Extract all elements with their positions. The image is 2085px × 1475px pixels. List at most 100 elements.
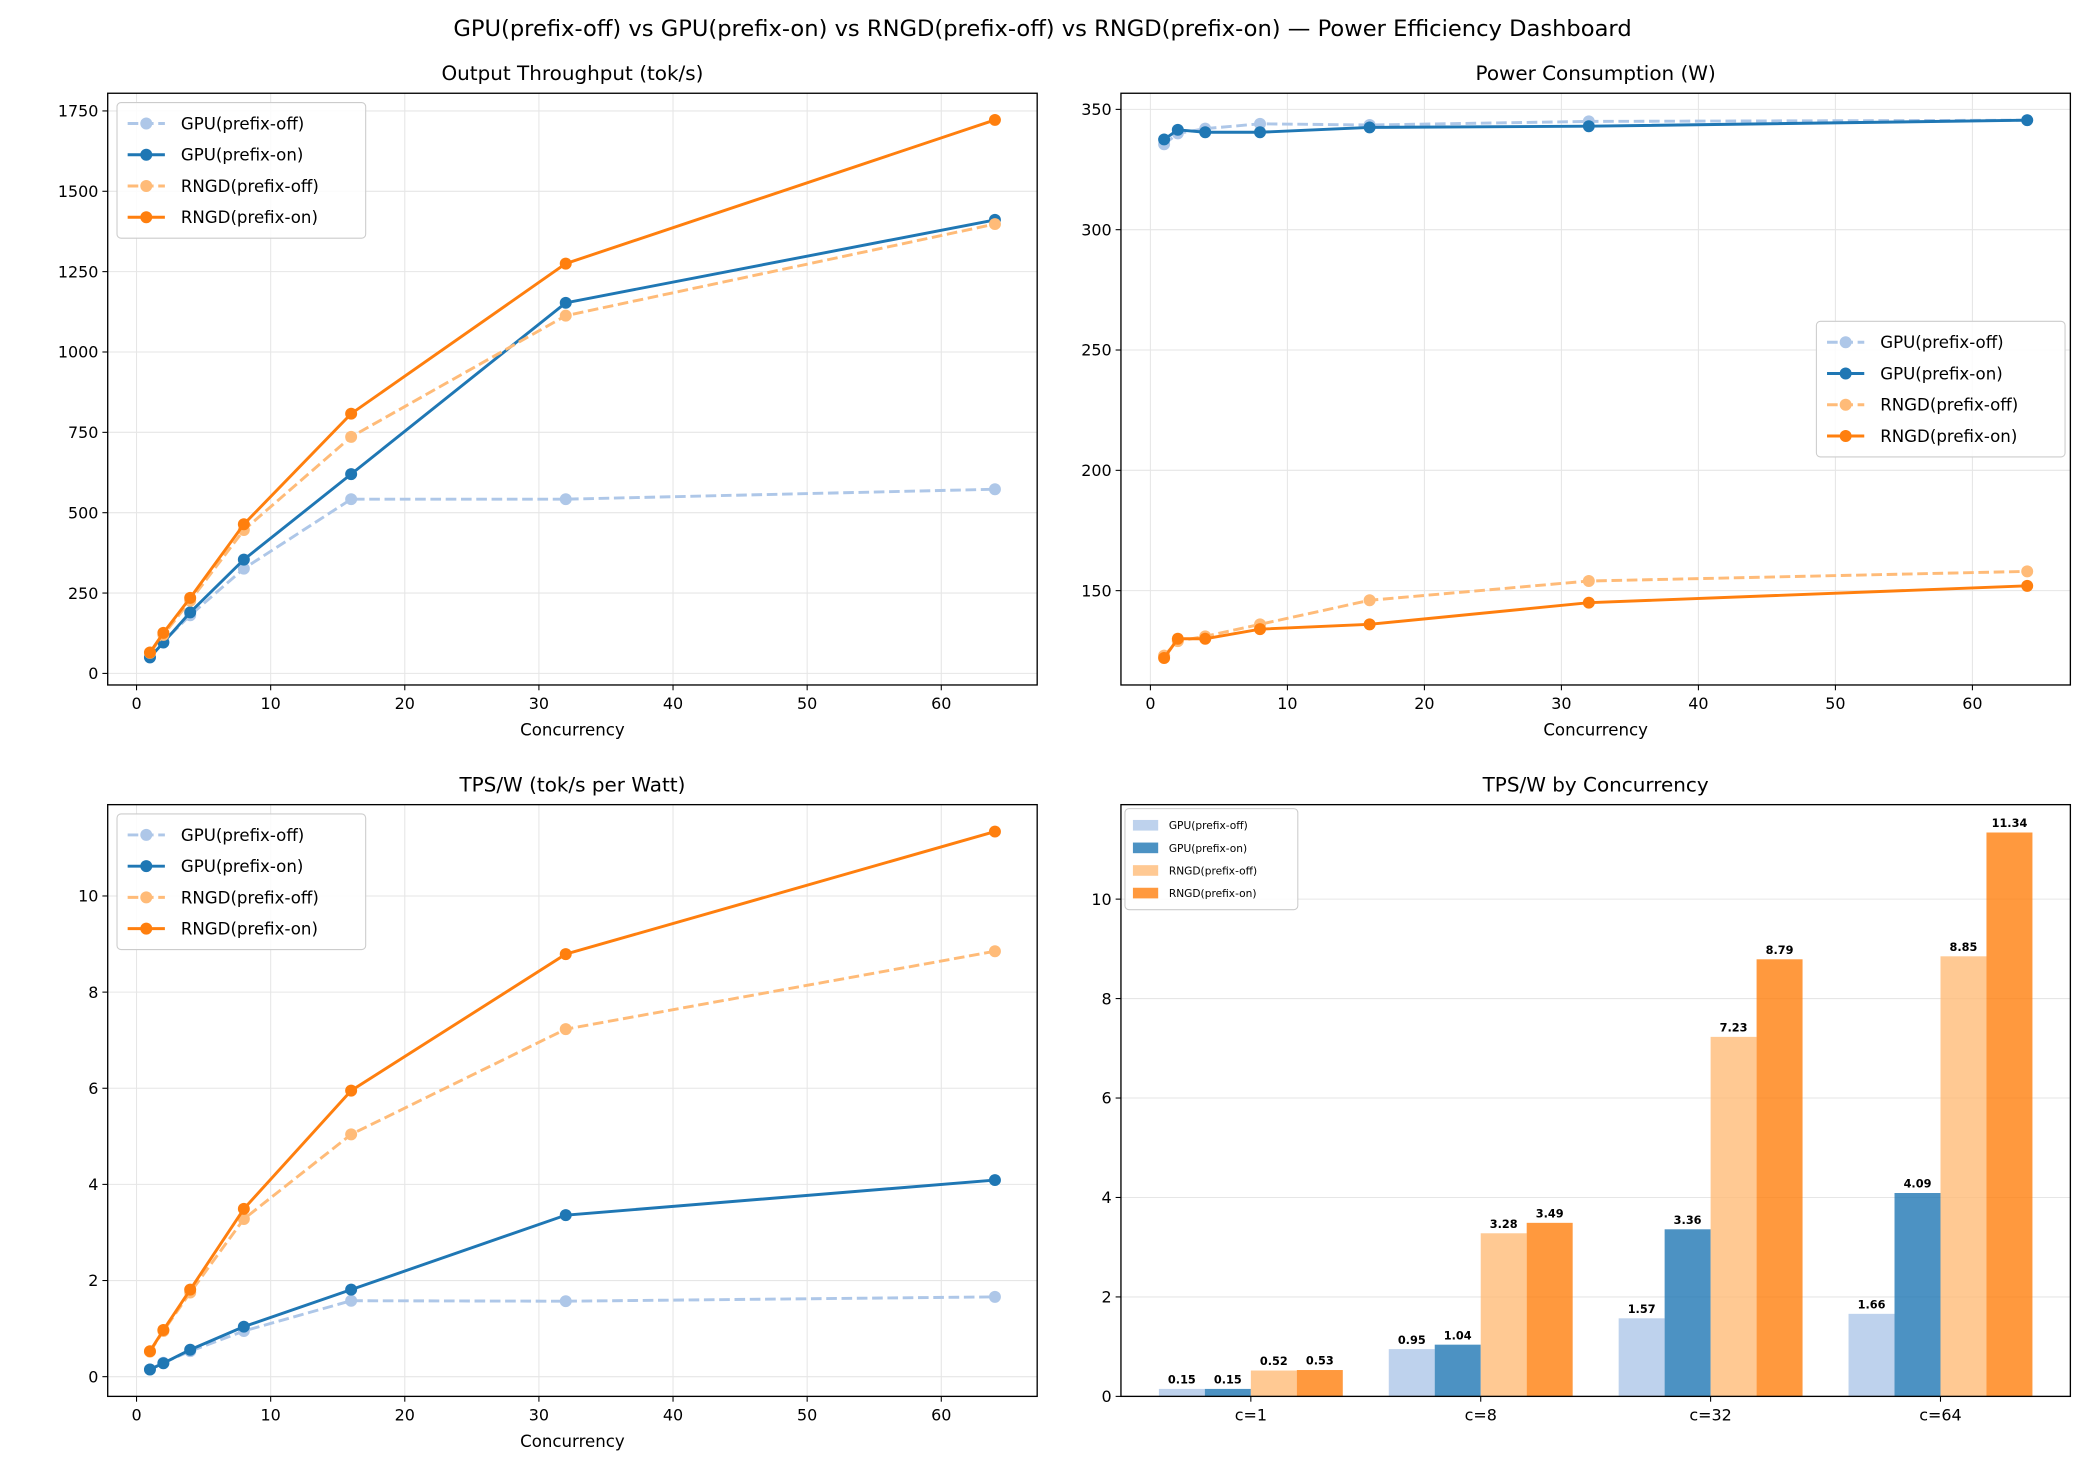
point-gpu-prefix-on <box>1199 126 1212 139</box>
legend-box <box>1815 320 2066 458</box>
bar-value-label: 1.66 <box>1858 1299 1886 1312</box>
point-rngd-prefix-off <box>988 218 1001 231</box>
bar-value-label: 1.04 <box>1444 1329 1472 1342</box>
axes-frame <box>1120 803 2072 1398</box>
bar-gpu-prefix-on-c-8 <box>1434 1344 1481 1397</box>
legend-label: GPU(prefix-on) <box>181 146 304 165</box>
y-tick-label: 6 <box>1102 1089 1112 1108</box>
x-tick-label: 10 <box>261 1405 281 1424</box>
axes-frame <box>107 803 1038 1398</box>
legend-marker <box>1839 430 1852 442</box>
point-rngd-prefix-on <box>143 1345 156 1358</box>
bar-gpu-prefix-on-c-64 <box>1894 1193 1941 1397</box>
legend-label: GPU(prefix-off) <box>1880 333 2003 352</box>
point-gpu-prefix-on <box>345 468 358 481</box>
bar-rngd-prefix-off-c-64 <box>1940 956 1987 1397</box>
y-tick-label: 250 <box>68 584 98 603</box>
bar-value-label: 4.09 <box>1904 1178 1932 1191</box>
legend: GPU(prefix-off) GPU(prefix-on) RNGD(prefix… <box>116 102 367 239</box>
point-rngd-prefix-on <box>143 646 156 659</box>
bar-rngd-prefix-off-c-32 <box>1710 1036 1757 1397</box>
point-gpu-prefix-on <box>237 1320 250 1333</box>
bar-gpu-prefix-off-c-8 <box>1388 1349 1435 1397</box>
point-gpu-prefix-off <box>559 493 572 506</box>
y-tick-label: 4 <box>1102 1188 1112 1207</box>
y-tick-label: 4 <box>88 1175 98 1194</box>
point-gpu-prefix-on <box>1158 133 1171 146</box>
y-tick-label: 300 <box>1081 220 1111 239</box>
legend-swatch <box>1132 842 1159 854</box>
bar-value-label: 3.28 <box>1490 1218 1518 1231</box>
bar-value-label: 8.85 <box>1950 941 1978 954</box>
x-axis-label: Concurrency <box>520 721 625 740</box>
bar-gpu-prefix-off-c-64 <box>1848 1313 1895 1397</box>
legend-marker <box>1839 336 1852 349</box>
point-gpu-prefix-off <box>559 1295 572 1308</box>
legend-label: RNGD(prefix-off) <box>181 177 319 196</box>
y-tick-label: 350 <box>1081 100 1111 119</box>
chart-title: Output Throughput (tok/s) <box>441 61 703 85</box>
y-tick-label: 10 <box>1091 890 1111 909</box>
point-rngd-prefix-off <box>345 1128 358 1141</box>
chart-power-consumption-w: 150 200 250 300 350 0 10 20 30 40 50 60 Power Consum… <box>1081 61 2072 740</box>
x-tick-label: 60 <box>1962 694 1982 713</box>
x-tick-label: c=64 <box>1919 1405 1961 1424</box>
bar-rngd-prefix-on-c-8 <box>1526 1222 1573 1397</box>
legend-label: RNGD(prefix-off) <box>181 888 319 907</box>
y-tick-label: 6 <box>88 1079 98 1098</box>
bar-value-label: 8.79 <box>1766 944 1794 957</box>
legend-box <box>116 102 367 239</box>
legend-box <box>1124 808 1299 911</box>
point-rngd-prefix-on <box>1171 632 1184 645</box>
bar-rngd-prefix-on-c-64 <box>1986 832 2033 1397</box>
point-gpu-prefix-on <box>2021 114 2034 127</box>
point-rngd-prefix-on <box>1199 632 1212 645</box>
point-gpu-prefix-off <box>1254 117 1266 130</box>
point-rngd-prefix-off <box>988 945 1001 958</box>
legend-label: RNGD(prefix-off) <box>1169 864 1257 877</box>
point-gpu-prefix-on <box>559 1209 572 1222</box>
x-tick-label: 20 <box>395 1405 415 1424</box>
y-tick-label: 2 <box>88 1271 98 1290</box>
point-gpu-prefix-on <box>1254 126 1266 139</box>
legend-label: RNGD(prefix-off) <box>1880 396 2018 415</box>
x-tick-label: 0 <box>1145 694 1155 713</box>
point-gpu-prefix-on <box>988 1174 1001 1187</box>
point-gpu-prefix-off <box>988 483 1001 496</box>
bar-value-label: 11.34 <box>1992 817 2028 830</box>
y-tick-label: 750 <box>68 423 98 442</box>
bar-rngd-prefix-on-c-1 <box>1296 1370 1343 1397</box>
chart-tps-w-by-concurrency: 0 2 4 6 8 10 c=1 c=8 c=32 c=64 0.15 0.95 1.57 1.66 0.1… <box>1091 772 2072 1424</box>
point-gpu-prefix-off <box>345 1294 358 1307</box>
x-axis-label: Concurrency <box>1543 721 1648 740</box>
legend-marker <box>140 828 153 841</box>
point-rngd-prefix-off <box>345 430 358 443</box>
bar-value-label: 0.53 <box>1306 1355 1334 1368</box>
figure-title: GPU(prefix-off) vs GPU(prefix-on) vs RNG… <box>453 16 1631 42</box>
y-tick-label: 1750 <box>58 102 99 121</box>
x-tick-label: 20 <box>395 694 415 713</box>
point-gpu-prefix-on <box>1582 120 1595 133</box>
legend-label: RNGD(prefix-on) <box>1880 427 2017 446</box>
y-tick-label: 0 <box>88 1367 98 1386</box>
legend-label: GPU(prefix-on) <box>181 857 304 876</box>
x-tick-label: 60 <box>931 1405 951 1424</box>
point-gpu-prefix-on <box>184 1343 197 1356</box>
legend-marker <box>1839 398 1852 411</box>
bar-rngd-prefix-on-c-32 <box>1756 959 1803 1397</box>
x-tick-label: 30 <box>1551 694 1571 713</box>
point-rngd-prefix-on <box>559 948 572 961</box>
x-tick-label: 10 <box>261 694 281 713</box>
bar-rngd-prefix-off-c-1 <box>1250 1370 1297 1397</box>
axes-frame <box>107 92 1038 686</box>
legend-swatch <box>1132 865 1159 876</box>
point-rngd-prefix-on <box>345 1084 358 1097</box>
bar-value-label: 0.15 <box>1168 1374 1196 1387</box>
point-rngd-prefix-on <box>157 1324 170 1337</box>
x-tick-label: 20 <box>1414 694 1434 713</box>
x-tick-label: 50 <box>1825 694 1845 713</box>
point-rngd-prefix-on <box>237 1202 250 1215</box>
x-tick-label: 0 <box>131 1405 141 1424</box>
bar-gpu-prefix-off-c-32 <box>1618 1318 1665 1397</box>
